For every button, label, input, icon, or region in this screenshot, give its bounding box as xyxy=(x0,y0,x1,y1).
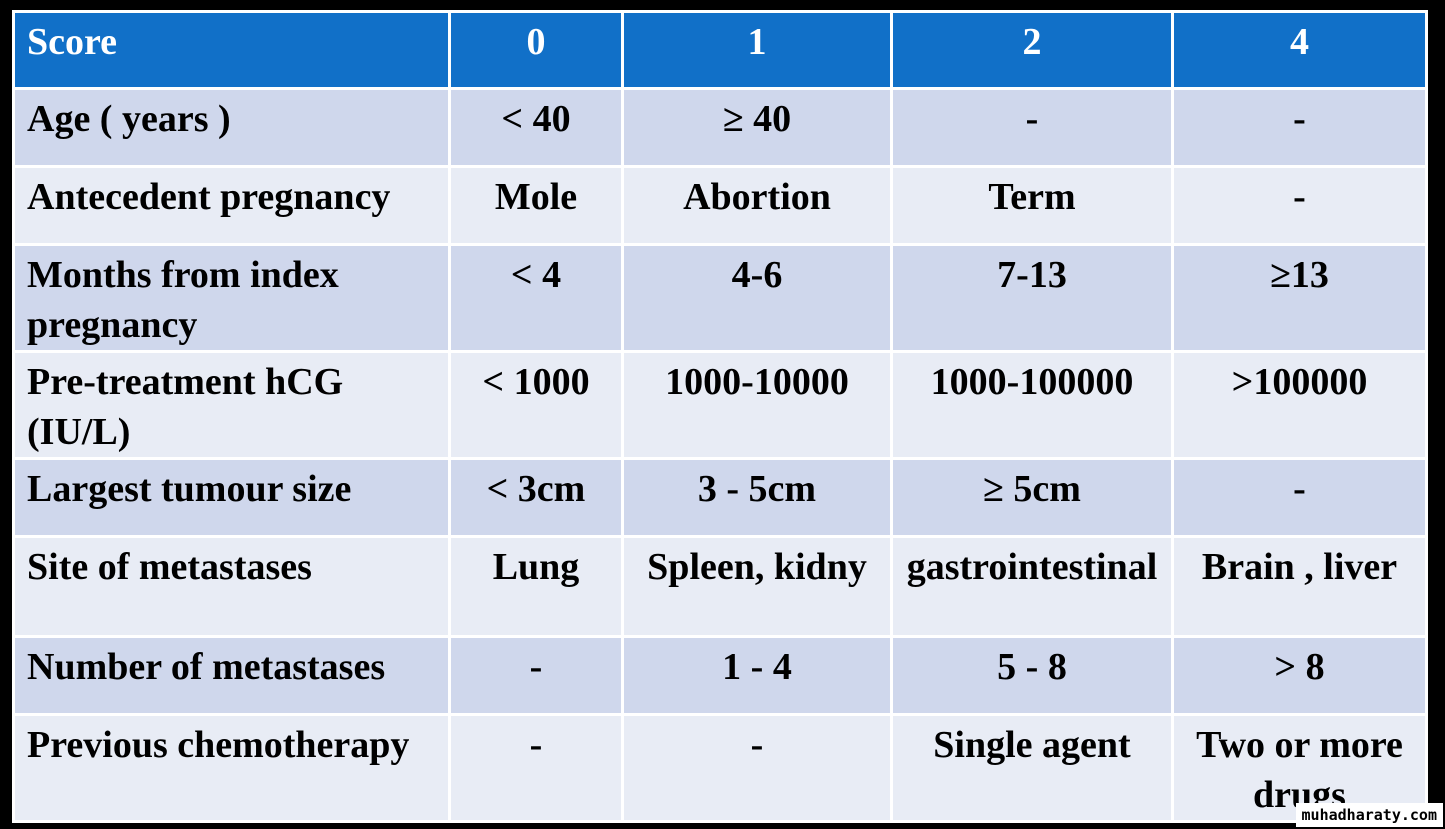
table-cell: - xyxy=(448,713,624,823)
table-cell: - xyxy=(1171,457,1428,538)
slide: Score 0 1 2 4 Age ( years ) < 40 ≥ 40 - … xyxy=(12,10,1428,823)
table-cell: 5 - 8 xyxy=(890,635,1174,716)
table-cell: - xyxy=(621,713,893,823)
table-cell: < 40 xyxy=(448,87,624,168)
table-cell: 1000-10000 xyxy=(621,350,893,460)
watermark: muhadharaty.com xyxy=(1295,803,1443,827)
table-cell: < 1000 xyxy=(448,350,624,460)
table-cell: 1 - 4 xyxy=(621,635,893,716)
header-score-4: 4 xyxy=(1171,10,1428,90)
header-row: Score 0 1 2 4 xyxy=(12,10,1428,90)
table-cell: >100000 xyxy=(1171,350,1428,460)
table-cell: gastrointestinal xyxy=(890,535,1174,638)
row-label: Largest tumour size xyxy=(12,457,451,538)
table-row: Previous chemotherapy - - Single agent T… xyxy=(12,713,1428,823)
table-cell: 3 - 5cm xyxy=(621,457,893,538)
row-label: Pre-treatment hCG (IU/L) xyxy=(12,350,451,460)
table-row: Antecedent pregnancy Mole Abortion Term … xyxy=(12,165,1428,246)
row-label: Antecedent pregnancy xyxy=(12,165,451,246)
table-row: Largest tumour size < 3cm 3 - 5cm ≥ 5cm … xyxy=(12,457,1428,538)
table-cell: < 4 xyxy=(448,243,624,353)
table-cell: Spleen, kidny xyxy=(621,535,893,638)
table-cell: 4-6 xyxy=(621,243,893,353)
table-cell: ≥13 xyxy=(1171,243,1428,353)
row-label: Site of metastases xyxy=(12,535,451,638)
table-cell: < 3cm xyxy=(448,457,624,538)
table-cell: - xyxy=(1171,165,1428,246)
table-row: Number of metastases - 1 - 4 5 - 8 > 8 xyxy=(12,635,1428,716)
header-score-1: 1 xyxy=(621,10,893,90)
header-score-0: 0 xyxy=(448,10,624,90)
table-cell: ≥ 5cm xyxy=(890,457,1174,538)
header-score-2: 2 xyxy=(890,10,1174,90)
table-cell: Brain , liver xyxy=(1171,535,1428,638)
row-label: Age ( years ) xyxy=(12,87,451,168)
row-label: Number of metastases xyxy=(12,635,451,716)
table-row: Months from index pregnancy < 4 4-6 7-13… xyxy=(12,243,1428,353)
table-cell: Abortion xyxy=(621,165,893,246)
table-cell: - xyxy=(1171,87,1428,168)
table-cell: Term xyxy=(890,165,1174,246)
table-cell: 7-13 xyxy=(890,243,1174,353)
row-label: Previous chemotherapy xyxy=(12,713,451,823)
table-cell: - xyxy=(448,635,624,716)
header-score: Score xyxy=(12,10,451,90)
table-row: Site of metastases Lung Spleen, kidny ga… xyxy=(12,535,1428,638)
scoring-table: Score 0 1 2 4 Age ( years ) < 40 ≥ 40 - … xyxy=(12,10,1428,823)
table-cell: ≥ 40 xyxy=(621,87,893,168)
table-cell: 1000-100000 xyxy=(890,350,1174,460)
row-label: Months from index pregnancy xyxy=(12,243,451,353)
table-row: Pre-treatment hCG (IU/L) < 1000 1000-100… xyxy=(12,350,1428,460)
table-cell: Lung xyxy=(448,535,624,638)
table-cell: Single agent xyxy=(890,713,1174,823)
table-cell: - xyxy=(890,87,1174,168)
table-cell: Mole xyxy=(448,165,624,246)
table-cell: > 8 xyxy=(1171,635,1428,716)
table-row: Age ( years ) < 40 ≥ 40 - - xyxy=(12,87,1428,168)
